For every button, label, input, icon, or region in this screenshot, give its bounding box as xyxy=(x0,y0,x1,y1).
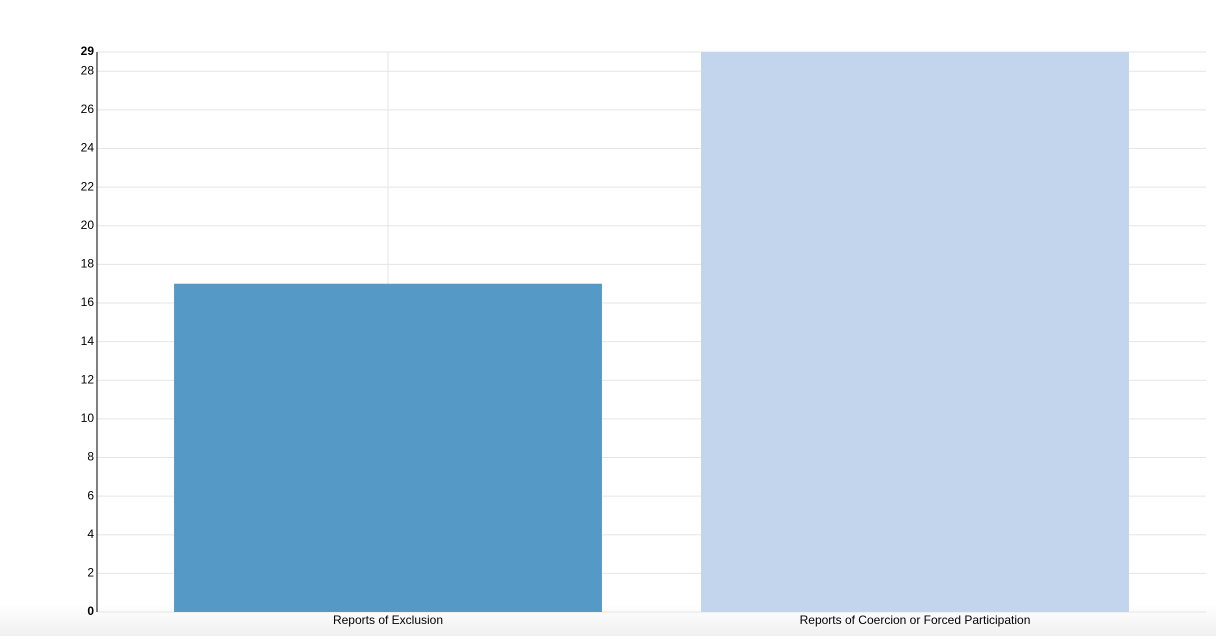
y-tick-label: 10 xyxy=(81,411,95,425)
bar xyxy=(701,52,1129,612)
y-tick-label: 0 xyxy=(87,604,94,618)
y-tick-label: 29 xyxy=(81,44,95,58)
y-tick-label: 18 xyxy=(81,257,95,271)
x-tick-label: Reports of Coercion or Forced Participat… xyxy=(800,613,1031,627)
bars xyxy=(174,52,1129,612)
x-tick-label: Reports of Exclusion xyxy=(333,613,443,627)
y-tick-label: 26 xyxy=(81,102,95,116)
y-tick-label: 14 xyxy=(81,334,95,348)
y-tick-label: 6 xyxy=(87,488,94,502)
bar xyxy=(174,283,602,612)
y-tick-label: 12 xyxy=(81,372,95,386)
y-tick-label: 16 xyxy=(81,295,95,309)
y-tick-label: 24 xyxy=(81,141,95,155)
y-tick-label: 20 xyxy=(81,218,95,232)
y-tick-label: 8 xyxy=(87,450,94,464)
y-tick-label: 4 xyxy=(87,527,94,541)
y-tick-label: 2 xyxy=(87,566,94,580)
y-tick-label: 28 xyxy=(81,63,95,77)
y-tick-label: 22 xyxy=(81,179,95,193)
